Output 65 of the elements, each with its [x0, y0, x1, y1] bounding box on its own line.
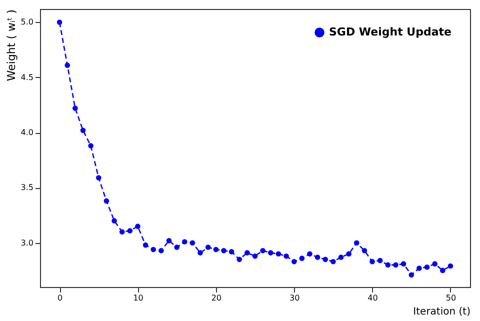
point — [346, 251, 352, 257]
point — [213, 246, 219, 252]
point — [330, 258, 336, 264]
point — [150, 246, 156, 252]
point — [393, 262, 398, 268]
point — [260, 248, 266, 254]
point — [112, 218, 117, 224]
y-tick-label: 5.0 — [20, 18, 34, 27]
point — [72, 106, 78, 111]
point — [88, 143, 94, 148]
point — [268, 250, 274, 256]
point — [362, 248, 368, 254]
point — [142, 242, 148, 248]
point — [252, 253, 258, 259]
x-tick-label: 50 — [446, 294, 456, 302]
point — [190, 240, 196, 246]
point — [228, 249, 234, 254]
point — [276, 251, 282, 257]
y-tick-label: 4.5 — [20, 72, 34, 82]
point — [377, 258, 383, 264]
point — [80, 128, 86, 133]
point — [205, 244, 211, 250]
point — [448, 263, 454, 269]
point — [64, 62, 70, 68]
point — [322, 256, 328, 262]
x-tick-label: 30 — [289, 294, 300, 302]
point — [174, 244, 180, 250]
point — [416, 266, 422, 271]
x-tick-label: 20 — [211, 294, 222, 302]
legend-label: SGD Weight Update — [329, 26, 452, 38]
point — [127, 228, 133, 234]
x-tick-label: 40 — [368, 294, 378, 302]
x-tick-label: 0 — [58, 294, 63, 302]
point — [135, 224, 140, 229]
point — [370, 258, 375, 264]
point — [385, 262, 391, 268]
point — [307, 251, 312, 257]
y-tick-label: 3.0 — [20, 238, 34, 248]
point — [424, 264, 430, 270]
point — [236, 256, 242, 262]
point — [119, 229, 125, 234]
point — [198, 250, 203, 256]
point — [244, 250, 250, 256]
x-axis-title: Iteration (t) — [413, 306, 471, 318]
point — [354, 240, 360, 246]
y-tick-label: 3.5 — [20, 183, 34, 192]
point — [299, 256, 305, 261]
point — [314, 254, 320, 260]
point — [400, 261, 406, 266]
point — [291, 258, 297, 264]
point — [408, 272, 414, 278]
y-axis-title: Weight ( wᵢᵗ ) — [4, 10, 18, 82]
point — [221, 248, 226, 254]
y-tick-label: 4.0 — [20, 128, 34, 138]
point — [104, 198, 110, 204]
point — [96, 175, 102, 180]
point — [338, 254, 344, 260]
point — [440, 268, 446, 274]
point — [182, 239, 188, 244]
point — [284, 253, 289, 259]
point — [56, 20, 62, 25]
x-tick-label: 10 — [133, 294, 144, 302]
point — [166, 238, 172, 244]
point — [432, 261, 438, 266]
point — [158, 248, 164, 254]
